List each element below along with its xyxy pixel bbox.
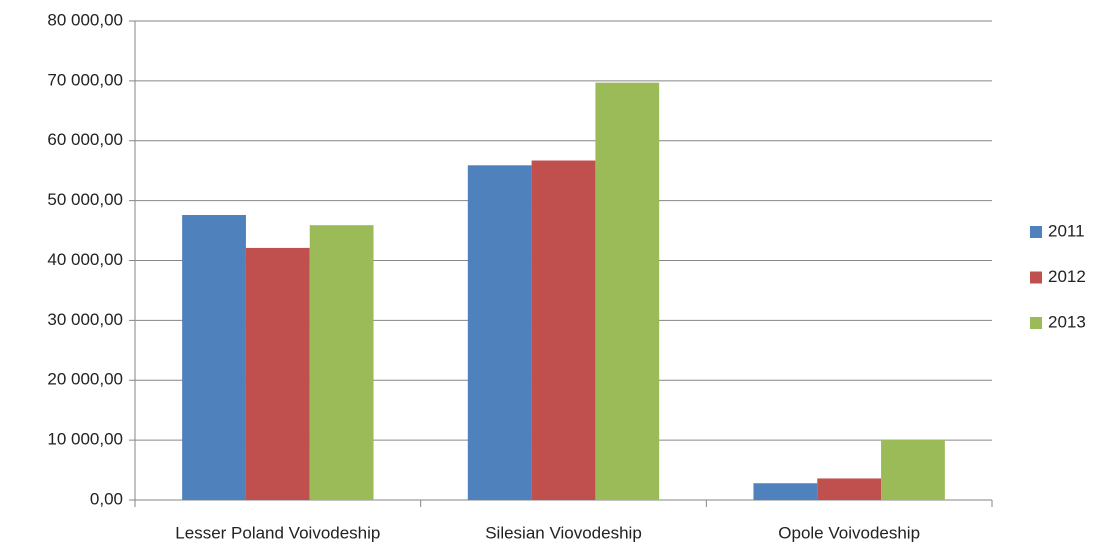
y-tick-label: 60 000,00 (47, 130, 123, 149)
x-tick-label: Lesser Poland Voivodeship (175, 523, 380, 542)
y-tick-label: 80 000,00 (47, 10, 123, 29)
y-tick-label: 0,00 (90, 489, 123, 508)
bar (881, 439, 945, 500)
legend-swatch (1030, 271, 1042, 284)
y-tick-label: 70 000,00 (47, 70, 123, 89)
bar (817, 478, 882, 500)
legend-label: 2011 (1048, 221, 1085, 240)
legend-swatch (1030, 226, 1042, 238)
bar (531, 160, 596, 501)
legend-label: 2013 (1048, 312, 1086, 331)
bar (309, 225, 374, 500)
legend-swatch (1030, 317, 1042, 329)
bar (245, 247, 310, 500)
y-tick-label: 50 000,00 (47, 190, 123, 209)
y-tick-label: 40 000,00 (47, 250, 123, 269)
bar (467, 165, 532, 500)
y-tick-label: 10 000,00 (47, 430, 123, 449)
x-tick-label: Opole Voivodeship (778, 523, 920, 542)
y-tick-label: 20 000,00 (47, 370, 123, 389)
bar (595, 82, 660, 500)
y-tick-label: 30 000,00 (47, 310, 123, 329)
bar (753, 483, 818, 500)
bar (182, 214, 246, 500)
x-tick-label: Silesian Viovodeship (485, 523, 642, 542)
legend-label: 2012 (1048, 267, 1086, 286)
